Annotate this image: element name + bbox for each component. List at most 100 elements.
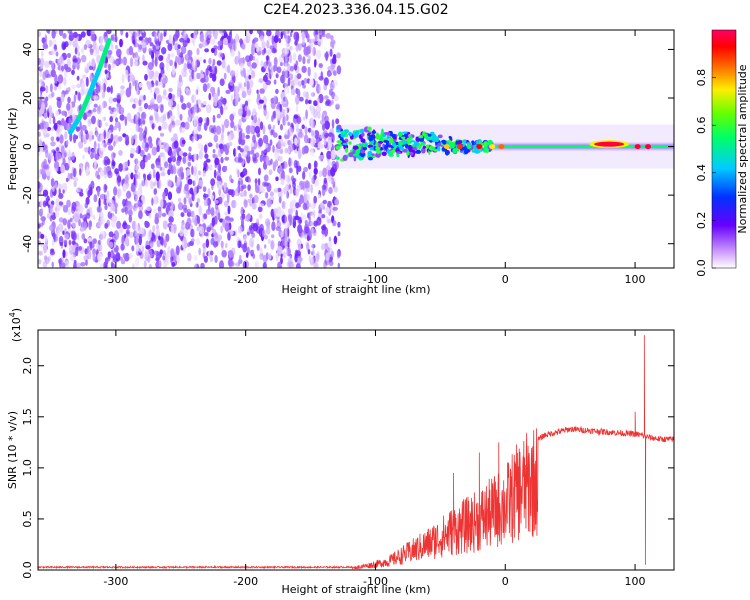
band-blob [376, 132, 379, 137]
noise-blob [82, 154, 85, 160]
noise-blob [93, 103, 98, 108]
noise-blob [302, 56, 306, 65]
noise-blob [73, 167, 77, 178]
noise-blob [43, 112, 48, 119]
noise-blob [200, 77, 206, 83]
noise-blob [112, 97, 118, 102]
noise-blob [67, 96, 71, 104]
noise-blob [203, 255, 208, 263]
noise-blob [322, 199, 328, 204]
x-tick-label: -100 [363, 273, 388, 286]
noise-blob [79, 192, 84, 197]
noise-blob [152, 44, 156, 51]
noise-blob [64, 41, 69, 48]
noise-blob [217, 86, 220, 97]
noise-blob [76, 83, 81, 88]
noise-blob [58, 257, 62, 268]
noise-blob [236, 69, 239, 79]
noise-blob [70, 230, 75, 235]
noise-blob [266, 220, 271, 229]
noise-blob [207, 142, 213, 147]
noise-blob [83, 44, 88, 50]
noise-blob [83, 238, 88, 244]
band-blob [354, 130, 360, 136]
noise-blob [303, 77, 308, 84]
noise-blob [154, 109, 158, 119]
noise-blob [217, 196, 223, 205]
band-blob [415, 149, 422, 154]
noise-blob [220, 225, 223, 234]
noise-blob [251, 145, 255, 154]
scale-suffix: ) [10, 308, 23, 312]
noise-blob [284, 47, 290, 55]
noise-blob [67, 86, 71, 93]
noise-blob [97, 252, 103, 262]
noise-blob [173, 140, 179, 149]
noise-blob [60, 164, 66, 174]
noise-blob [195, 89, 199, 95]
noise-blob [249, 193, 253, 199]
noise-blob [73, 212, 80, 223]
noise-blob [261, 150, 264, 156]
noise-blob [160, 77, 164, 88]
noise-blob [287, 208, 293, 215]
band-blob [391, 149, 397, 153]
noise-blob [219, 78, 225, 86]
noise-blob [240, 70, 246, 77]
noise-blob [140, 227, 145, 235]
noise-blob [320, 243, 326, 251]
noise-blob [310, 184, 313, 194]
noise-blob [180, 55, 184, 64]
noise-blob [134, 79, 138, 85]
band-blob [433, 149, 439, 152]
band-blob [415, 136, 420, 140]
noise-blob [280, 31, 284, 40]
band-blob [348, 132, 353, 137]
noise-blob [163, 75, 168, 85]
noise-blob [85, 259, 88, 266]
noise-blob [259, 88, 265, 94]
noise-blob [290, 88, 296, 96]
noise-blob [45, 85, 49, 94]
noise-blob [280, 256, 283, 265]
noise-blob [290, 65, 294, 72]
noise-blob [328, 260, 334, 267]
noise-blob [177, 202, 184, 211]
noise-blob [75, 246, 79, 257]
noise-blob [130, 184, 136, 192]
noise-blob [200, 102, 203, 109]
noise-blob [275, 73, 279, 79]
noise-blob [316, 216, 322, 226]
noise-blob [151, 197, 154, 206]
noise-blob [325, 51, 329, 62]
noise-blob [129, 74, 135, 82]
noise-blob [321, 225, 326, 231]
noise-blob [114, 206, 118, 215]
noise-blob [124, 176, 129, 184]
noise-blob [39, 70, 43, 78]
noise-blob [116, 220, 122, 229]
noise-blob [337, 262, 340, 268]
noise-blob [92, 238, 97, 245]
band-blob [368, 135, 374, 142]
noise-blob [254, 185, 260, 194]
noise-blob [254, 178, 258, 184]
noise-blob [198, 117, 203, 124]
noise-blob [218, 30, 222, 35]
noise-blob [159, 132, 165, 137]
noise-blob [306, 235, 310, 242]
noise-blob [50, 178, 55, 188]
noise-blob [202, 101, 207, 105]
noise-blob [118, 163, 124, 172]
noise-blob [162, 255, 166, 261]
noise-blob [120, 259, 126, 265]
y-tick-label: 1.0 [21, 459, 34, 477]
band-blob [409, 134, 412, 140]
noise-blob [186, 102, 192, 109]
noise-blob [287, 258, 293, 263]
noise-blob [149, 42, 154, 47]
noise-blob [282, 116, 287, 126]
noise-blob [78, 141, 84, 149]
noise-blob [243, 82, 247, 87]
noise-blob [138, 99, 142, 107]
